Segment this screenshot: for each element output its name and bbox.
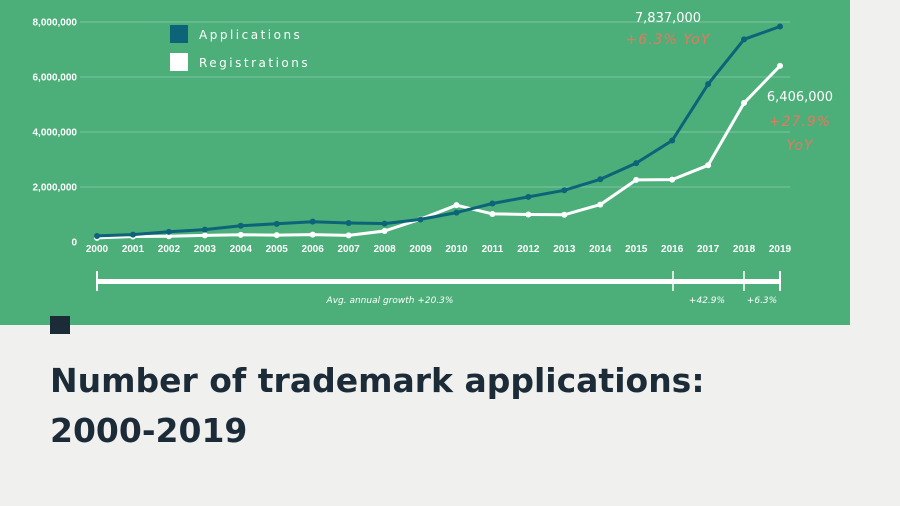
data-point-applications-2019 — [777, 23, 783, 30]
x-tick-label-2011: 2011 — [482, 244, 504, 255]
series-lines — [94, 23, 783, 241]
data-point-registrations-2010 — [453, 202, 460, 209]
x-tick-label-2005: 2005 — [266, 244, 289, 255]
data-point-applications-2015 — [633, 160, 640, 167]
x-tick-label-2002: 2002 — [158, 244, 181, 255]
x-tick-label-2018: 2018 — [733, 244, 756, 255]
applications-final-value: 7,837,000 — [635, 11, 701, 26]
x-tick-label-2003: 2003 — [194, 244, 217, 255]
y-tick-label: 0 — [71, 238, 77, 249]
x-tick-label-2008: 2008 — [373, 244, 396, 255]
series-line-applications — [95, 25, 782, 238]
data-point-applications-2012 — [525, 193, 532, 200]
y-tick-label: 6,000,000 — [33, 73, 78, 84]
data-point-applications-2000 — [94, 232, 100, 239]
data-point-registrations-2005 — [273, 232, 280, 239]
x-axis-ticks: 2000 2001 2002 2003 2004 2005 2006 2007 2008 2009… — [86, 244, 792, 255]
x-tick-label-2019: 2019 — [769, 244, 792, 255]
data-point-applications-2016 — [669, 137, 676, 144]
data-point-applications-2002 — [165, 228, 172, 235]
data-point-registrations-2014 — [597, 201, 604, 208]
growth-timeline: Avg. annual growth +20.3% +42.9% +6.3% — [96, 271, 781, 306]
data-point-applications-2010 — [453, 209, 460, 216]
data-point-applications-2006 — [309, 218, 316, 225]
x-tick-label-2013: 2013 — [553, 244, 576, 255]
data-point-registrations-2006 — [309, 231, 316, 238]
data-point-registrations-2017 — [705, 162, 712, 169]
x-tick-label-2010: 2010 — [445, 244, 468, 255]
chart-panel: 0 2,000,000 4,000,000 6,000,000 8,000,000 20… — [0, 0, 850, 325]
data-point-applications-2017 — [705, 81, 712, 88]
growth-label-2018-2019: +6.3% — [747, 296, 777, 306]
data-point-registrations-2019 — [777, 62, 783, 69]
line-chart: 0 2,000,000 4,000,000 6,000,000 8,000,000 20… — [33, 11, 834, 306]
legend: Applications Registrations — [170, 25, 310, 71]
legend-label-applications: Applications — [199, 28, 302, 42]
data-point-applications-2001 — [129, 231, 136, 238]
data-point-registrations-2018 — [741, 99, 748, 106]
x-tick-label-2012: 2012 — [517, 244, 540, 255]
series-applications — [94, 23, 783, 239]
data-point-registrations-2013 — [561, 211, 568, 218]
data-point-registrations-2003 — [201, 232, 208, 239]
page-title: Number of trademark applications: 2000-2… — [50, 361, 705, 450]
growth-bar — [97, 279, 780, 284]
data-point-registrations-2008 — [381, 228, 388, 234]
registrations-yoy-line2: YoY — [786, 138, 814, 154]
series-line-registrations — [95, 64, 782, 240]
data-point-applications-2009 — [417, 216, 424, 223]
legend-label-registrations: Registrations — [199, 56, 310, 70]
series-registrations — [94, 62, 783, 241]
data-point-applications-2008 — [381, 220, 388, 227]
legend-swatch-registrations — [170, 53, 188, 71]
data-point-registrations-2004 — [237, 231, 244, 238]
decorative-square — [50, 316, 70, 334]
data-point-applications-2018 — [741, 36, 748, 43]
y-tick-label: 4,000,000 — [33, 128, 78, 139]
data-point-applications-2011 — [489, 200, 496, 207]
data-point-registrations-2011 — [489, 210, 496, 217]
data-point-applications-2003 — [201, 226, 208, 233]
data-point-applications-2004 — [237, 222, 244, 229]
x-tick-label-2016: 2016 — [661, 244, 684, 255]
applications-yoy: +6.3% YoY — [626, 32, 711, 48]
grid-lines — [80, 21, 790, 188]
annotations: 7,837,000 +6.3% YoY 6,406,000 +27.9% YoY — [626, 11, 834, 154]
x-tick-label-2009: 2009 — [409, 244, 432, 255]
growth-label-2000-2016: Avg. annual growth +20.3% — [326, 296, 454, 306]
y-axis-ticks: 0 2,000,000 4,000,000 6,000,000 8,000,000 — [33, 18, 78, 249]
data-point-registrations-2002 — [165, 233, 172, 240]
x-tick-label-2015: 2015 — [625, 244, 648, 255]
x-tick-label-2001: 2001 — [122, 244, 145, 255]
data-point-registrations-2015 — [633, 176, 640, 183]
data-point-registrations-2007 — [345, 232, 352, 239]
data-point-applications-2007 — [345, 220, 352, 227]
y-tick-label: 2,000,000 — [33, 183, 78, 194]
y-tick-label: 8,000,000 — [33, 18, 78, 29]
x-tick-label-2017: 2017 — [697, 244, 720, 255]
data-point-registrations-2016 — [669, 176, 676, 183]
data-point-applications-2013 — [561, 187, 568, 194]
x-tick-label-2000: 2000 — [86, 244, 109, 255]
legend-swatch-applications — [170, 25, 188, 43]
x-tick-label-2006: 2006 — [302, 244, 325, 255]
data-point-applications-2014 — [597, 176, 604, 183]
registrations-yoy-line1: +27.9% — [769, 114, 831, 130]
data-point-registrations-2012 — [525, 211, 532, 218]
x-tick-label-2004: 2004 — [230, 244, 253, 255]
registrations-final-value: 6,406,000 — [767, 90, 833, 105]
x-tick-label-2014: 2014 — [589, 244, 612, 255]
data-point-applications-2005 — [273, 220, 280, 227]
x-tick-label-2007: 2007 — [338, 244, 361, 255]
growth-label-2016-2018: +42.9% — [689, 296, 725, 306]
